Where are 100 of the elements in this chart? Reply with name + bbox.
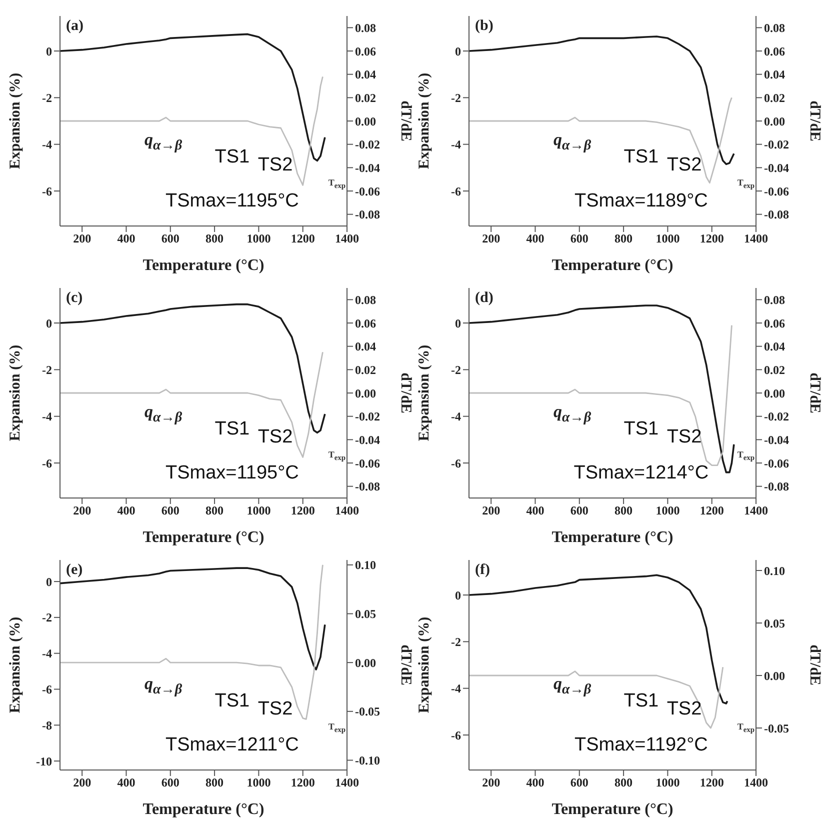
x-axis-title: Temperature (°C) bbox=[552, 801, 674, 818]
y2-tick-label: -0.06 bbox=[764, 456, 789, 470]
x-tick-label: 1400 bbox=[335, 232, 359, 246]
x-axis-title: Temperature (°C) bbox=[552, 529, 674, 546]
y2-tick-label: 0.10 bbox=[355, 558, 376, 572]
y2-tick-label: -0.04 bbox=[764, 432, 789, 447]
annotation: TS2 bbox=[666, 154, 702, 176]
annotation: TS1 bbox=[624, 146, 659, 168]
y-tick-label: 0 bbox=[46, 44, 52, 58]
y2-tick-label: -0.06 bbox=[355, 456, 380, 470]
x-tick-label: 1200 bbox=[290, 776, 315, 790]
x-tick-label: 400 bbox=[526, 504, 544, 518]
annotation: T$_{exp}$ bbox=[328, 721, 346, 734]
annotation: TS2 bbox=[258, 426, 293, 448]
x-tick-label: 400 bbox=[526, 232, 544, 246]
y2-tick-label: 0.06 bbox=[355, 44, 376, 58]
x-tick-label: 200 bbox=[73, 504, 92, 518]
y2-tick-label: 0.06 bbox=[764, 44, 785, 58]
x-axis-title: Temperature (°C) bbox=[142, 257, 264, 274]
annotation: q$_{α→β}$ bbox=[144, 402, 182, 426]
y2-tick-label: -0.04 bbox=[355, 160, 380, 175]
y2-tick-label: -0.08 bbox=[764, 480, 789, 494]
y2-tick-label: 0.05 bbox=[764, 616, 785, 630]
x-tick-label: 1400 bbox=[335, 776, 359, 790]
chart-title: (d) bbox=[475, 290, 494, 307]
y-tick-label: -10 bbox=[36, 754, 52, 768]
y2-tick-label: 0.02 bbox=[355, 90, 376, 105]
y-tick-label: 0 bbox=[455, 44, 461, 58]
y2-tick-label: -0.02 bbox=[355, 410, 380, 424]
y2-tick-label: 0.02 bbox=[764, 90, 785, 105]
y2-tick-label: 0.00 bbox=[764, 114, 785, 128]
y2-tick-label: 0.00 bbox=[355, 656, 376, 670]
annotation: TS1 bbox=[624, 690, 659, 712]
x-tick-label: 1000 bbox=[656, 504, 680, 518]
annotation: TSmax=1189°C bbox=[574, 190, 708, 212]
y-tick-label: -4 bbox=[451, 138, 461, 152]
y-tick-label: -6 bbox=[451, 728, 461, 742]
y-tick-label: 0 bbox=[455, 316, 461, 330]
annotation: T$_{exp}$ bbox=[737, 449, 755, 462]
y-axis-title: Expansion (%) bbox=[7, 72, 24, 170]
chart-title: (e) bbox=[66, 562, 83, 579]
annotation: TS1 bbox=[214, 418, 250, 440]
y-tick-label: -6 bbox=[451, 184, 461, 198]
x-axis-title: Temperature (°C) bbox=[142, 529, 264, 546]
y2-tick-label: -0.10 bbox=[355, 753, 380, 768]
x-tick-label: 800 bbox=[206, 504, 224, 518]
y2-tick-label: -0.06 bbox=[355, 184, 380, 198]
x-tick-label: 600 bbox=[570, 232, 588, 246]
line-series bbox=[60, 564, 324, 720]
y2-tick-label: 0.00 bbox=[355, 386, 376, 400]
y2-tick-label: 0.00 bbox=[355, 114, 376, 128]
y2-tick-label: 0.04 bbox=[355, 68, 376, 82]
annotation: TS2 bbox=[258, 154, 293, 176]
chart-title: (b) bbox=[475, 18, 494, 35]
chart-title: (a) bbox=[66, 18, 84, 35]
y2-axis-title: dT/dE bbox=[806, 644, 823, 686]
x-tick-label: 600 bbox=[570, 504, 588, 518]
x-axis-title: Temperature (°C) bbox=[142, 801, 264, 818]
chart-title: (c) bbox=[66, 290, 83, 307]
y2-tick-label: -0.04 bbox=[764, 160, 789, 175]
y-tick-label: -8 bbox=[42, 718, 52, 732]
y-tick-label: -4 bbox=[451, 410, 461, 424]
x-tick-label: 600 bbox=[570, 776, 588, 790]
x-tick-label: 1000 bbox=[656, 776, 680, 790]
x-tick-label: 1200 bbox=[290, 504, 315, 518]
y-tick-label: -2 bbox=[42, 90, 52, 105]
x-tick-label: 600 bbox=[161, 232, 180, 246]
annotation: TSmax=1214°C bbox=[574, 462, 709, 484]
x-tick-label: 800 bbox=[614, 232, 633, 246]
x-tick-label: 1000 bbox=[246, 504, 271, 518]
annotation: T$_{exp}$ bbox=[328, 449, 346, 462]
y-axis-title: Expansion (%) bbox=[416, 616, 432, 714]
y2-tick-label: 0.04 bbox=[764, 68, 785, 82]
x-tick-label: 1400 bbox=[744, 504, 768, 518]
y-tick-label: -2 bbox=[42, 610, 52, 625]
line-series bbox=[60, 76, 324, 186]
y2-tick-label: -0.02 bbox=[355, 138, 380, 152]
annotation: T$_{exp}$ bbox=[737, 177, 755, 190]
x-tick-label: 800 bbox=[614, 776, 633, 790]
y2-tick-label: -0.04 bbox=[355, 432, 380, 447]
x-tick-label: 200 bbox=[73, 776, 92, 790]
x-tick-label: 200 bbox=[482, 232, 500, 246]
y-axis-title: Expansion (%) bbox=[416, 72, 432, 170]
y2-tick-label: 0.00 bbox=[764, 668, 785, 683]
annotation: q$_{α→β}$ bbox=[553, 130, 592, 154]
annotation: TSmax=1195°C bbox=[165, 190, 299, 212]
y2-tick-label: 0.02 bbox=[764, 362, 785, 377]
annotation: T$_{exp}$ bbox=[328, 177, 346, 190]
y-tick-label: -2 bbox=[451, 90, 461, 105]
x-tick-label: 400 bbox=[526, 776, 544, 790]
annotation: TSmax=1211°C bbox=[165, 734, 299, 756]
x-tick-label: 200 bbox=[482, 504, 500, 518]
x-tick-label: 1400 bbox=[335, 504, 359, 518]
annotation: q$_{α→β}$ bbox=[144, 130, 182, 154]
annotation: TS2 bbox=[666, 698, 702, 720]
y2-tick-label: 0.00 bbox=[764, 386, 785, 400]
x-tick-label: 600 bbox=[161, 776, 180, 790]
x-tick-label: 1200 bbox=[700, 776, 724, 790]
y2-tick-label: -0.08 bbox=[764, 208, 789, 222]
y-tick-label: -4 bbox=[42, 646, 52, 661]
